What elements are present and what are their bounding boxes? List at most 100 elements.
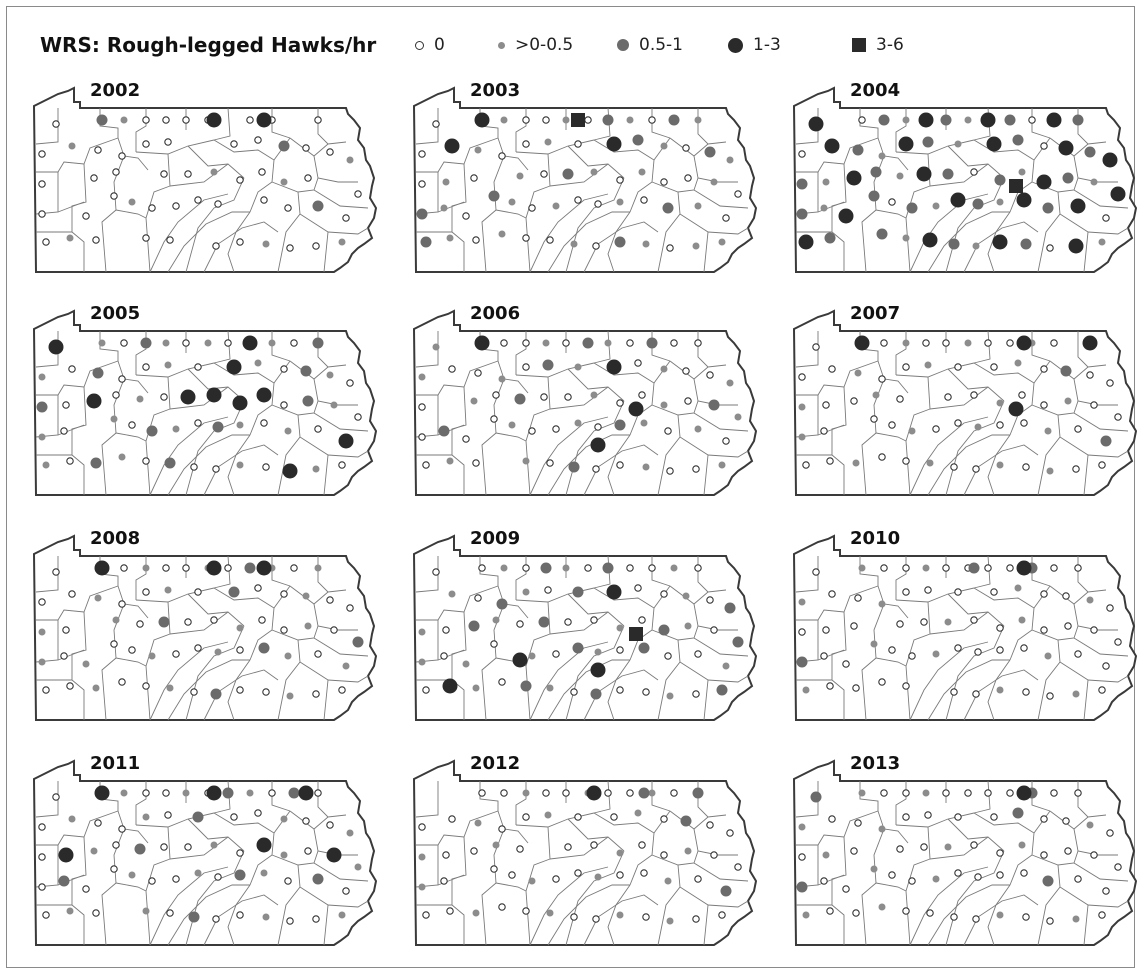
rate-marker-mid bbox=[704, 146, 716, 158]
county-boundary bbox=[547, 659, 630, 721]
county-boundary bbox=[115, 432, 151, 496]
rate-marker-zero bbox=[870, 415, 878, 423]
county-boundary bbox=[547, 434, 630, 496]
county-boundary bbox=[1073, 378, 1118, 406]
county-boundary bbox=[1009, 382, 1035, 436]
rate-marker-low bbox=[268, 339, 276, 347]
rate-marker-high bbox=[512, 652, 528, 668]
rate-marker-zero bbox=[302, 144, 310, 152]
panel-year-label: 2008 bbox=[90, 528, 141, 549]
state-outline bbox=[32, 309, 378, 496]
rate-marker-zero bbox=[338, 686, 346, 694]
rate-marker-zero bbox=[342, 214, 350, 222]
county-boundary bbox=[629, 832, 655, 886]
rate-marker-zero bbox=[142, 789, 150, 797]
rate-marker-zero bbox=[312, 242, 320, 250]
rate-marker-high bbox=[808, 116, 824, 132]
rate-marker-zero bbox=[1114, 863, 1122, 871]
rate-marker-zero bbox=[626, 789, 634, 797]
rate-marker-low bbox=[664, 877, 672, 885]
rate-marker-mid bbox=[1012, 807, 1024, 819]
rate-marker-low bbox=[1086, 821, 1094, 829]
county-boundary bbox=[187, 368, 245, 402]
rate-marker-zero bbox=[258, 616, 266, 624]
rate-marker-zero bbox=[1114, 413, 1122, 421]
map-panel-2002: 2002 bbox=[28, 80, 378, 282]
rate-marker-high bbox=[1110, 186, 1126, 202]
rate-marker-zero bbox=[284, 877, 292, 885]
rate-marker-low bbox=[546, 684, 554, 692]
rate-marker-mid bbox=[488, 190, 500, 202]
county-boundary bbox=[973, 139, 1035, 161]
rate-marker-low bbox=[148, 652, 156, 660]
rate-marker-low bbox=[280, 851, 288, 859]
county-boundary bbox=[36, 585, 119, 621]
rate-marker-zero bbox=[182, 339, 190, 347]
rate-marker-zero bbox=[552, 650, 560, 658]
rate-marker-zero bbox=[1006, 339, 1014, 347]
rate-marker-low bbox=[82, 660, 90, 668]
rate-marker-low bbox=[164, 361, 172, 369]
rate-marker-low bbox=[870, 865, 878, 873]
rate-marker-zero bbox=[1020, 869, 1028, 877]
rate-marker-low bbox=[522, 588, 530, 596]
rate-marker-zero bbox=[842, 660, 850, 668]
rate-marker-zero bbox=[942, 564, 950, 572]
rate-marker-high bbox=[282, 463, 298, 479]
rate-marker-low bbox=[660, 142, 668, 150]
rate-marker-zero bbox=[184, 170, 192, 178]
rate-marker-high bbox=[922, 232, 938, 248]
rate-marker-zero bbox=[878, 678, 886, 686]
rate-marker-zero bbox=[194, 196, 202, 204]
rate-marker-low bbox=[1018, 616, 1026, 624]
rate-marker-low bbox=[974, 423, 982, 431]
rate-marker-zero bbox=[664, 652, 672, 660]
rate-marker-zero bbox=[1106, 829, 1114, 837]
county-boundary bbox=[567, 818, 625, 852]
county-boundary bbox=[549, 611, 609, 635]
rate-marker-low bbox=[1018, 168, 1026, 176]
rate-marker-zero bbox=[516, 620, 524, 628]
county-boundary bbox=[1087, 227, 1129, 235]
rate-marker-zero bbox=[682, 367, 690, 375]
rate-marker-zero bbox=[62, 401, 70, 409]
rate-marker-high bbox=[992, 234, 1008, 250]
rate-marker-low bbox=[66, 907, 74, 915]
rate-marker-zero bbox=[1018, 391, 1026, 399]
rate-marker-high bbox=[1068, 238, 1084, 254]
county-boundary bbox=[1073, 155, 1118, 183]
rate-marker-zero bbox=[908, 652, 916, 660]
county-boundary bbox=[877, 810, 909, 844]
rate-marker-zero bbox=[828, 590, 836, 598]
rate-marker-zero bbox=[492, 391, 500, 399]
rate-marker-zero bbox=[996, 421, 1004, 429]
rate-marker-mid bbox=[852, 144, 864, 156]
rate-marker-zero bbox=[304, 847, 312, 855]
county-boundary bbox=[796, 360, 879, 396]
rate-marker-low bbox=[442, 178, 450, 186]
rate-marker-zero bbox=[706, 371, 714, 379]
rate-marker-zero bbox=[854, 819, 862, 827]
rate-marker-mid bbox=[906, 202, 918, 214]
rate-marker-high bbox=[94, 785, 110, 801]
county-boundary bbox=[549, 386, 609, 410]
rate-marker-high bbox=[206, 560, 222, 576]
county-boundary bbox=[593, 139, 655, 161]
map-panel-2004: 2004 bbox=[788, 80, 1138, 282]
rate-marker-high bbox=[256, 560, 272, 576]
rate-marker-top bbox=[629, 627, 643, 641]
rate-marker-zero bbox=[902, 564, 910, 572]
rate-marker-low bbox=[594, 873, 602, 881]
rate-marker-zero bbox=[110, 192, 118, 200]
rate-marker-zero bbox=[120, 564, 128, 572]
rate-marker-low bbox=[474, 146, 482, 154]
rate-marker-zero bbox=[160, 170, 168, 178]
rate-marker-low bbox=[798, 823, 806, 831]
rate-marker-low bbox=[354, 863, 362, 871]
rate-marker-zero bbox=[660, 851, 668, 859]
rate-marker-low bbox=[902, 339, 910, 347]
county-boundary bbox=[796, 679, 845, 720]
county-boundary bbox=[963, 894, 1039, 946]
rate-marker-zero bbox=[254, 584, 262, 592]
rate-marker-low bbox=[500, 564, 508, 572]
